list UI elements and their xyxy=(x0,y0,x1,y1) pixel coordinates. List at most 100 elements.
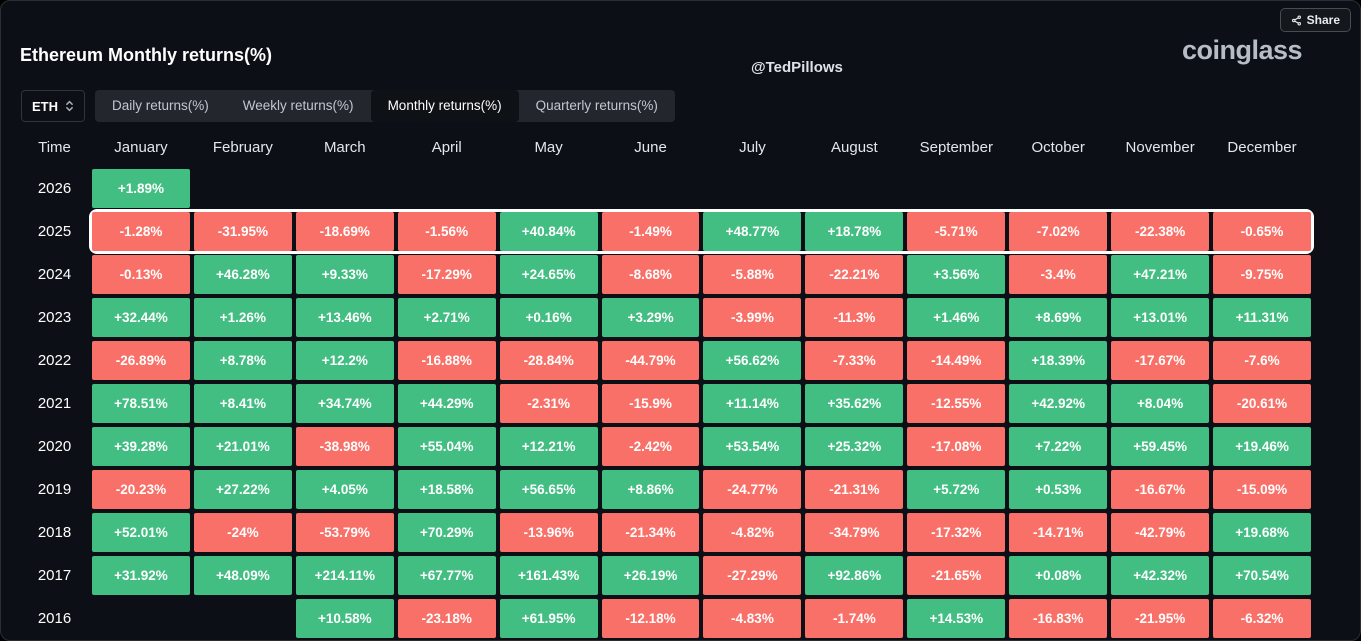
return-cell: +27.22% xyxy=(193,470,292,509)
year-label: 2026 xyxy=(37,180,72,197)
return-cell: +40.84% xyxy=(499,212,598,251)
coinglass-logo: coinglass xyxy=(1181,35,1303,65)
return-cell: +55.04% xyxy=(397,427,496,466)
return-cell: -17.29% xyxy=(397,255,496,294)
row-cells: -20.23% +27.22% +4.05% +18.58% +56.65% +8.86%… xyxy=(92,470,1311,509)
month-header-september: September xyxy=(919,138,993,156)
return-cell: +26.19% xyxy=(601,556,700,595)
tab-daily-returns[interactable]: Daily returns(%) xyxy=(112,98,209,113)
empty-cell xyxy=(194,599,292,638)
month-header-october: October xyxy=(1031,138,1085,156)
year-row-2024: 2024 -0.13% +46.28% +9.33% -17.29% +24.65% -8.… xyxy=(21,255,1311,294)
return-cell: +8.04% xyxy=(1111,384,1210,423)
return-cell: -22.38% xyxy=(1111,212,1210,251)
return-cell: -22.21% xyxy=(805,255,904,294)
table-header-row: Time January February March April May June Jul… xyxy=(21,129,1311,165)
return-cell: +10.58% xyxy=(295,599,394,638)
share-button-label: Share xyxy=(1306,13,1340,27)
return-cell: -2.42% xyxy=(601,427,700,466)
return-cell: -15.9% xyxy=(601,384,700,423)
empty-cell xyxy=(907,169,1005,208)
return-cell: +19.46% xyxy=(1213,427,1311,466)
return-cell: +48.77% xyxy=(703,212,802,251)
return-cell: +42.92% xyxy=(1009,384,1108,423)
year-row-2026: 2026 +1.89% xyxy=(21,169,1311,208)
year-label: 2024 xyxy=(37,266,72,283)
return-cell: +19.68% xyxy=(1213,513,1311,552)
return-cell: +46.28% xyxy=(193,255,292,294)
return-cell: +18.58% xyxy=(397,470,496,509)
return-cell: +5.72% xyxy=(907,470,1006,509)
empty-cell xyxy=(1213,169,1311,208)
return-cell: +11.31% xyxy=(1213,298,1311,337)
tab-weekly-returns[interactable]: Weekly returns(%) xyxy=(242,98,354,113)
return-cell: -2.31% xyxy=(499,384,598,423)
return-cell: +35.62% xyxy=(805,384,904,423)
return-cell: -13.96% xyxy=(499,513,598,552)
month-header-august: August xyxy=(831,138,878,156)
return-cell: -7.02% xyxy=(1009,212,1108,251)
return-cell: -14.71% xyxy=(1009,513,1108,552)
tab-bar: Daily returns(%) Weekly returns(%) Monthly… xyxy=(95,90,675,122)
year-label: 2020 xyxy=(37,438,72,455)
return-cell: -11.3% xyxy=(805,298,904,337)
month-header-may: May xyxy=(534,138,563,156)
return-cell: +61.95% xyxy=(499,599,598,638)
year-row-2021: 2021 +78.51% +8.41% +34.74% +44.29% -2.31% -15… xyxy=(21,384,1311,423)
return-cell: -16.83% xyxy=(1009,599,1108,638)
year-row-2022: 2022 -26.89% +8.78% +12.2% -16.88% -28.84% -44… xyxy=(21,341,1311,380)
year-row-2019: 2019 -20.23% +27.22% +4.05% +18.58% +56.65% +8… xyxy=(21,470,1311,509)
return-cell: -1.56% xyxy=(397,212,496,251)
return-cell: +42.32% xyxy=(1111,556,1210,595)
empty-cell xyxy=(602,169,700,208)
return-cell: +12.21% xyxy=(499,427,598,466)
return-cell: +1.46% xyxy=(907,298,1006,337)
empty-cell xyxy=(1009,169,1107,208)
year-row-2023: 2023 +32.44% +1.26% +13.46% +2.71% +0.16% +3.2… xyxy=(21,298,1311,337)
return-cell: +12.2% xyxy=(295,341,394,380)
tab-monthly-returns[interactable]: Monthly returns(%) xyxy=(370,90,519,122)
year-label: 2022 xyxy=(37,352,72,369)
return-cell: -12.55% xyxy=(907,384,1006,423)
year-row-2018: 2018 +52.01% -24% -53.79% +70.29% -13.96% -21.… xyxy=(21,513,1311,552)
month-header-june: June xyxy=(634,138,667,156)
return-cell: +11.14% xyxy=(703,384,802,423)
return-cell: +8.78% xyxy=(193,341,292,380)
return-cell: +32.44% xyxy=(92,298,190,337)
return-cell: -21.65% xyxy=(907,556,1006,595)
return-cell: +7.22% xyxy=(1009,427,1108,466)
return-cell: -26.89% xyxy=(92,341,190,380)
share-button[interactable]: Share xyxy=(1279,8,1351,32)
year-label: 2023 xyxy=(37,309,72,326)
return-cell: +13.46% xyxy=(295,298,394,337)
return-cell: -12.18% xyxy=(601,599,700,638)
returns-table: Time January February March April May June Jul… xyxy=(21,129,1311,638)
empty-cell xyxy=(398,169,496,208)
return-cell: +52.01% xyxy=(92,513,190,552)
updown-chevrons-icon xyxy=(66,100,73,112)
empty-cell xyxy=(194,169,292,208)
month-header-november: November xyxy=(1125,138,1195,156)
return-cell: +14.53% xyxy=(907,599,1006,638)
return-cell: +34.74% xyxy=(295,384,394,423)
return-cell: +25.32% xyxy=(805,427,904,466)
return-cell: +47.21% xyxy=(1111,255,1210,294)
row-cells: +31.92% +48.09% +214.11% +67.77% +161.43% +26… xyxy=(92,556,1311,595)
return-cell: -14.49% xyxy=(907,341,1006,380)
tab-quarterly-returns[interactable]: Quarterly returns(%) xyxy=(535,98,658,113)
month-header-july: July xyxy=(739,138,766,156)
return-cell: -31.95% xyxy=(193,212,292,251)
month-header-december: December xyxy=(1227,138,1297,156)
return-cell: +18.39% xyxy=(1009,341,1108,380)
return-cell: +214.11% xyxy=(295,556,394,595)
return-cell: -21.31% xyxy=(805,470,904,509)
symbol-select[interactable]: ETH xyxy=(21,90,85,122)
return-cell: -44.79% xyxy=(601,341,700,380)
return-cell: +3.56% xyxy=(907,255,1006,294)
return-cell: +31.92% xyxy=(92,556,190,595)
return-cell: -38.98% xyxy=(295,427,394,466)
return-cell: -16.88% xyxy=(397,341,496,380)
return-cell: -23.18% xyxy=(397,599,496,638)
return-cell: +56.62% xyxy=(703,341,802,380)
